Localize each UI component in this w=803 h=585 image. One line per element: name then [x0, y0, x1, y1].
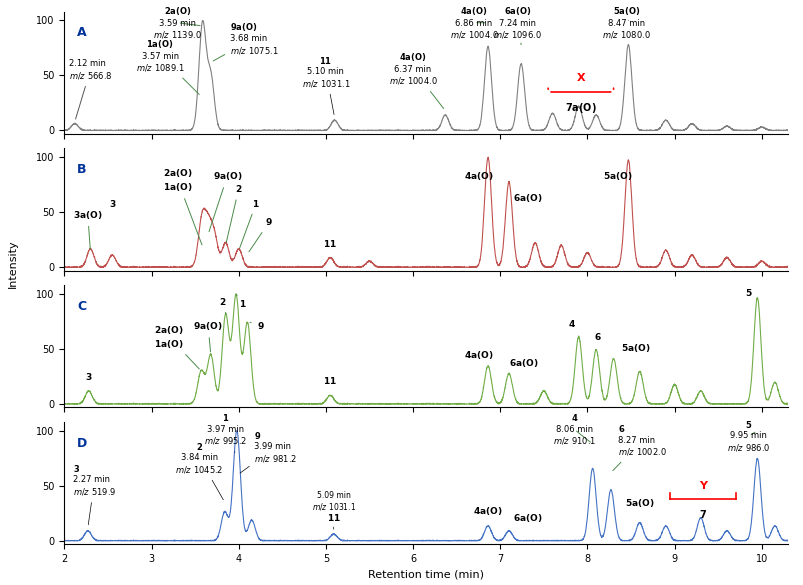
Text: $\bf{4a(O)}$
6.37 min
$m/z$ 1004.0: $\bf{4a(O)}$ 6.37 min $m/z$ 1004.0 — [388, 51, 443, 108]
Text: $\bf{11}$: $\bf{11}$ — [323, 239, 336, 249]
Text: $\bf{1}$: $\bf{1}$ — [236, 294, 247, 309]
Text: 2.12 min
$m/z$ 566.8: 2.12 min $m/z$ 566.8 — [68, 59, 112, 119]
Text: $\bf{3a(O)}$: $\bf{3a(O)}$ — [73, 209, 103, 249]
Text: 5.09 min
$m/z$ 1031.1: 5.09 min $m/z$ 1031.1 — [311, 491, 356, 512]
Text: $\bf{5}$: $\bf{5}$ — [744, 287, 752, 298]
Text: $\bf{2a(O)}$
$\bf{1a(O)}$: $\bf{2a(O)}$ $\bf{1a(O)}$ — [154, 324, 199, 369]
Text: C: C — [77, 300, 87, 313]
Text: $\bf{6}$: $\bf{6}$ — [593, 331, 601, 342]
Text: $\bf{11}$: $\bf{11}$ — [323, 375, 336, 386]
Text: $\bf{5}$
9.95 min
$m/z$ 986.0: $\bf{5}$ 9.95 min $m/z$ 986.0 — [726, 419, 769, 453]
Text: $\bf{7a(O)}$: $\bf{7a(O)}$ — [565, 101, 596, 115]
Text: $\bf{4a(O)}$: $\bf{4a(O)}$ — [473, 505, 502, 517]
Text: $\bf{2}$: $\bf{2}$ — [219, 296, 226, 314]
Text: $\bf{2a(O)}$
$\bf{1a(O)}$: $\bf{2a(O)}$ $\bf{1a(O)}$ — [163, 167, 202, 245]
Text: $\bf{6a(O)}$: $\bf{6a(O)}$ — [512, 512, 542, 524]
Text: $\bf{5a(O)}$: $\bf{5a(O)}$ — [602, 170, 632, 183]
Text: $\bf{3}$: $\bf{3}$ — [85, 371, 92, 382]
Text: $\bf{7}$: $\bf{7}$ — [698, 508, 706, 519]
Text: $\bf{6a(O)}$: $\bf{6a(O)}$ — [512, 192, 542, 204]
Text: Y: Y — [698, 481, 706, 491]
Text: $\bf{1}$
3.97 min
$m/z$ 995.2: $\bf{1}$ 3.97 min $m/z$ 995.2 — [204, 412, 247, 452]
Text: $\bf{6a(O)}$: $\bf{6a(O)}$ — [508, 356, 538, 369]
Text: $\bf{5a(O)}$: $\bf{5a(O)}$ — [620, 342, 649, 354]
Text: $\bf{4a(O)}$: $\bf{4a(O)}$ — [463, 349, 492, 361]
Text: Intensity: Intensity — [8, 239, 18, 288]
Text: $\bf{2}$: $\bf{2}$ — [226, 184, 243, 243]
Text: $\bf{3}$: $\bf{3}$ — [108, 198, 116, 209]
Text: B: B — [77, 163, 87, 176]
Text: $\bf{9a(O)}$: $\bf{9a(O)}$ — [194, 320, 222, 352]
Text: $\bf{4a(O)}$: $\bf{4a(O)}$ — [463, 170, 492, 183]
Text: $\bf{5a(O)}$
8.47 min
$m/z$ 1080.0: $\bf{5a(O)}$ 8.47 min $m/z$ 1080.0 — [601, 5, 650, 40]
Text: $\bf{9}$: $\bf{9}$ — [249, 216, 273, 252]
Text: $\bf{9}$: $\bf{9}$ — [250, 320, 264, 331]
Text: $\bf{9a(O)}$
3.68 min
$m/z$ 1075.1: $\bf{9a(O)}$ 3.68 min $m/z$ 1075.1 — [213, 20, 278, 61]
Text: $\bf{11}$
5.10 min
$m/z$ 1031.1: $\bf{11}$ 5.10 min $m/z$ 1031.1 — [301, 54, 349, 115]
Text: $\bf{9}$
3.99 min
$m/z$ 981.2: $\bf{9}$ 3.99 min $m/z$ 981.2 — [240, 430, 296, 473]
Text: $\bf{1a(O)}$
3.57 min
$m/z$ 1089.1: $\bf{1a(O)}$ 3.57 min $m/z$ 1089.1 — [136, 38, 199, 94]
Text: $\bf{2a(O)}$
3.59 min
$m/z$ 1139.0: $\bf{2a(O)}$ 3.59 min $m/z$ 1139.0 — [153, 5, 202, 40]
Text: $\bf{3}$
2.27 min
$m/z$ 519.9: $\bf{3}$ 2.27 min $m/z$ 519.9 — [73, 463, 116, 525]
Text: $\bf{6}$
8.27 min
$m/z$ 1002.0: $\bf{6}$ 8.27 min $m/z$ 1002.0 — [612, 424, 666, 470]
Text: $\bf{5a(O)}$: $\bf{5a(O)}$ — [624, 497, 654, 508]
Text: X: X — [576, 73, 585, 83]
Text: D: D — [77, 436, 88, 450]
Text: $\bf{1}$: $\bf{1}$ — [239, 198, 259, 248]
Text: A: A — [77, 26, 87, 39]
X-axis label: Retention time (min): Retention time (min) — [368, 569, 483, 579]
Text: $\bf{6a(O)}$
7.24 min
$m/z$ 1096.0: $\bf{6a(O)}$ 7.24 min $m/z$ 1096.0 — [493, 5, 541, 44]
Text: $\bf{9a(O)}$: $\bf{9a(O)}$ — [209, 170, 242, 232]
Text: $\bf{2}$
3.84 min
$m/z$ 1045.2: $\bf{2}$ 3.84 min $m/z$ 1045.2 — [175, 441, 223, 500]
Text: $\bf{4a(O)}$
6.86 min
$m/z$ 1004.0: $\bf{4a(O)}$ 6.86 min $m/z$ 1004.0 — [449, 5, 498, 40]
Text: $\bf{4}$: $\bf{4}$ — [567, 318, 575, 329]
Text: $\bf{4}$
8.06 min
$m/z$ 910.1: $\bf{4}$ 8.06 min $m/z$ 910.1 — [552, 412, 595, 446]
Text: $\bf{11}$: $\bf{11}$ — [326, 512, 340, 523]
